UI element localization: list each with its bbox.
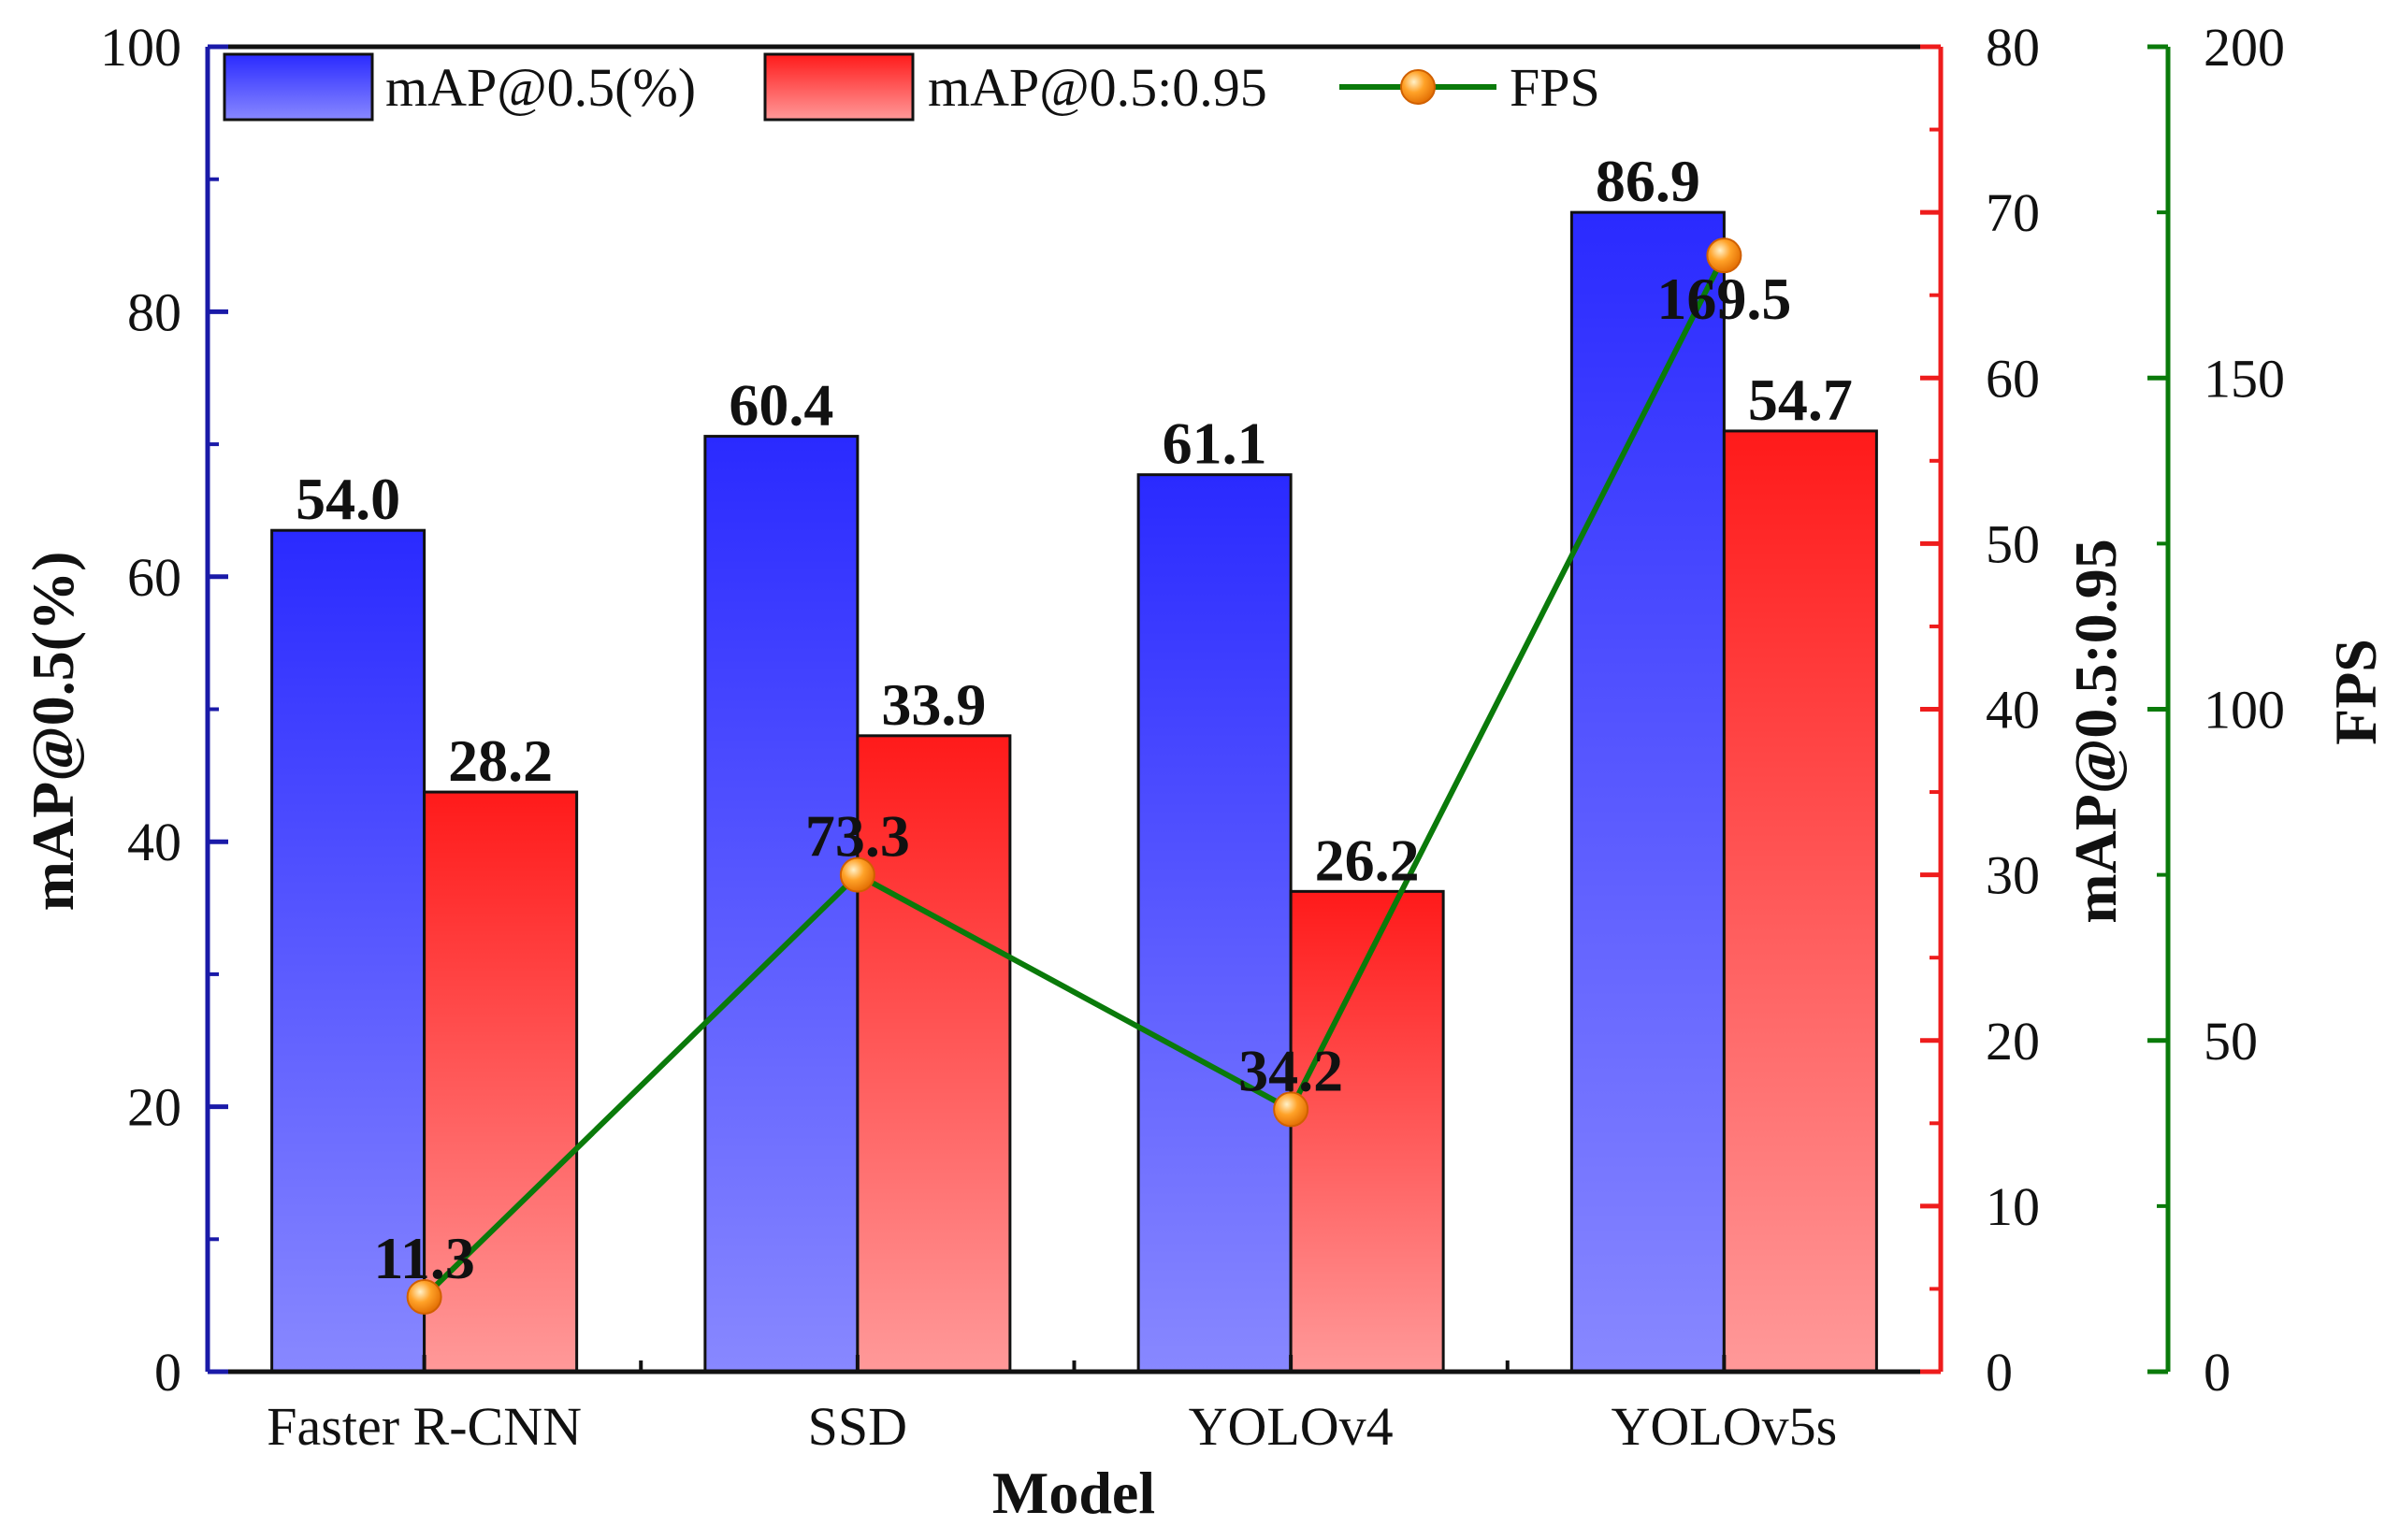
data-labels-layer: 54.0 28.2 60.4 33.9 61.1 26.2 86.9 54.7 11.3 73.3… <box>296 148 1853 1291</box>
data-label-fps-0: 11.3 <box>373 1225 474 1291</box>
fps-series-line <box>422 253 1727 1300</box>
fps-line-layer <box>406 237 1742 1315</box>
data-label-fps-3: 169.5 <box>1656 266 1791 332</box>
right2-tick-label-0: 0 <box>2204 1342 2231 1403</box>
data-label-map5095-3: 54.7 <box>1748 367 1853 433</box>
legend-swatch-map50 <box>223 52 374 122</box>
right1-tick-label-2: 20 <box>1986 1011 2040 1072</box>
right1-tick-label-7: 70 <box>1986 182 2040 243</box>
axes-layer: 0 20 40 60 80 100 0 10 20 30 40 50 60 70 80 0 50 100 150 20… <box>100 17 2285 1457</box>
x-axis-title: Model <box>992 1460 1155 1526</box>
fps-point-1 <box>839 856 875 893</box>
fps-point-2 <box>1273 1091 1309 1128</box>
legend-swatch-map5095 <box>763 52 915 122</box>
right1-tick-label-0: 0 <box>1986 1342 2013 1403</box>
legend-label-fps: FPS <box>1510 57 1600 118</box>
right1-tick-label-4: 40 <box>1986 680 2040 741</box>
left-tick-label-2: 40 <box>127 812 181 872</box>
data-label-fps-1: 73.3 <box>805 803 910 870</box>
bar-map50-0 <box>270 528 426 1374</box>
right2-tick-label-2: 100 <box>2204 680 2285 741</box>
fps-point-0 <box>406 1278 442 1315</box>
x-tick-label-2: YOLOv4 <box>1189 1396 1394 1457</box>
bar-map5095-3 <box>1722 429 1878 1374</box>
data-label-fps-2: 34.2 <box>1238 1037 1343 1103</box>
x-tick-label-0: Faster R-CNN <box>267 1396 582 1457</box>
right1-tick-label-1: 10 <box>1986 1176 2040 1237</box>
left-tick-label-3: 60 <box>127 547 181 608</box>
left-tick-label-1: 20 <box>127 1077 181 1138</box>
data-label-map50-0: 54.0 <box>296 466 400 532</box>
legend-label-map50: mAP@0.5(%) <box>385 57 696 118</box>
right2-tick-label-1: 50 <box>2204 1011 2258 1072</box>
left-tick-label-5: 100 <box>100 17 181 78</box>
right1-tick-label-8: 80 <box>1986 17 2040 78</box>
right-axis-title-map95: mAP@0.5:0.95 <box>2062 539 2129 923</box>
data-label-map5095-0: 28.2 <box>448 727 553 794</box>
data-label-map50-2: 61.1 <box>1163 410 1267 477</box>
fps-point-3 <box>1706 237 1742 274</box>
legend: mAP@0.5(%) mAP@0.5:0.95 FPS <box>223 52 1600 122</box>
data-label-map5095-1: 33.9 <box>881 671 986 738</box>
right1-tick-label-3: 30 <box>1986 845 2040 906</box>
bar-map50-1 <box>703 435 860 1374</box>
data-label-map50-1: 60.4 <box>729 372 833 439</box>
right-axis-title-fps: FPS <box>2322 639 2385 745</box>
right2-tick-label-4: 200 <box>2204 17 2285 78</box>
legend-label-map5095: mAP@0.5:0.95 <box>928 57 1267 118</box>
bar-map50-2 <box>1136 473 1293 1374</box>
left-tick-label-0: 0 <box>154 1342 181 1403</box>
data-label-map50-3: 86.9 <box>1596 148 1700 214</box>
right1-tick-label-6: 60 <box>1986 348 2040 409</box>
left-axis-title: mAP@0.5(%) <box>20 552 86 912</box>
bar-map5095-2 <box>1289 889 1445 1374</box>
legend-marker-fps <box>1400 69 1436 105</box>
x-tick-label-1: SSD <box>808 1396 907 1457</box>
bar-map5095-1 <box>856 734 1012 1374</box>
right2-tick-label-3: 150 <box>2204 348 2285 409</box>
right1-tick-label-5: 50 <box>1986 513 2040 574</box>
bar-map50-3 <box>1569 210 1726 1374</box>
data-label-map5095-2: 26.2 <box>1315 827 1420 893</box>
x-tick-label-3: YOLOv5s <box>1612 1396 1838 1457</box>
left-tick-label-4: 80 <box>127 281 181 342</box>
